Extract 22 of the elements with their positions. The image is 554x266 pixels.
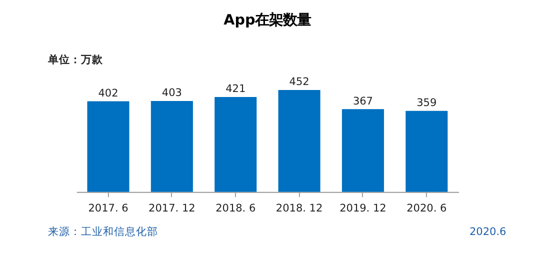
x-tick-label: 2017. 12 xyxy=(148,202,196,214)
bar xyxy=(150,101,193,192)
data-label: 359 xyxy=(416,97,437,110)
chart-title: App在架数量 xyxy=(224,12,312,29)
x-tick-label: 2018. 12 xyxy=(276,202,323,214)
bar xyxy=(278,90,320,192)
data-label: 403 xyxy=(162,87,182,100)
x-tick-label: 2019. 12 xyxy=(340,202,386,214)
data-label: 367 xyxy=(352,95,373,108)
x-tick-label: 2020. 6 xyxy=(406,202,447,214)
text: 2020.6 xyxy=(469,226,507,238)
source-note: 来源：工业和信息化部 xyxy=(48,224,158,238)
data-label: 452 xyxy=(289,76,310,88)
data-label: 421 xyxy=(226,83,246,96)
text: 单位：万款 xyxy=(46,52,104,66)
x-tick-label: 2017. 6 xyxy=(88,202,129,214)
bar xyxy=(342,109,384,192)
x-tick-label: 2018. 6 xyxy=(216,202,256,214)
bar xyxy=(406,110,448,192)
bar xyxy=(214,96,257,192)
bar xyxy=(87,101,130,192)
data-label: 402 xyxy=(98,87,118,100)
